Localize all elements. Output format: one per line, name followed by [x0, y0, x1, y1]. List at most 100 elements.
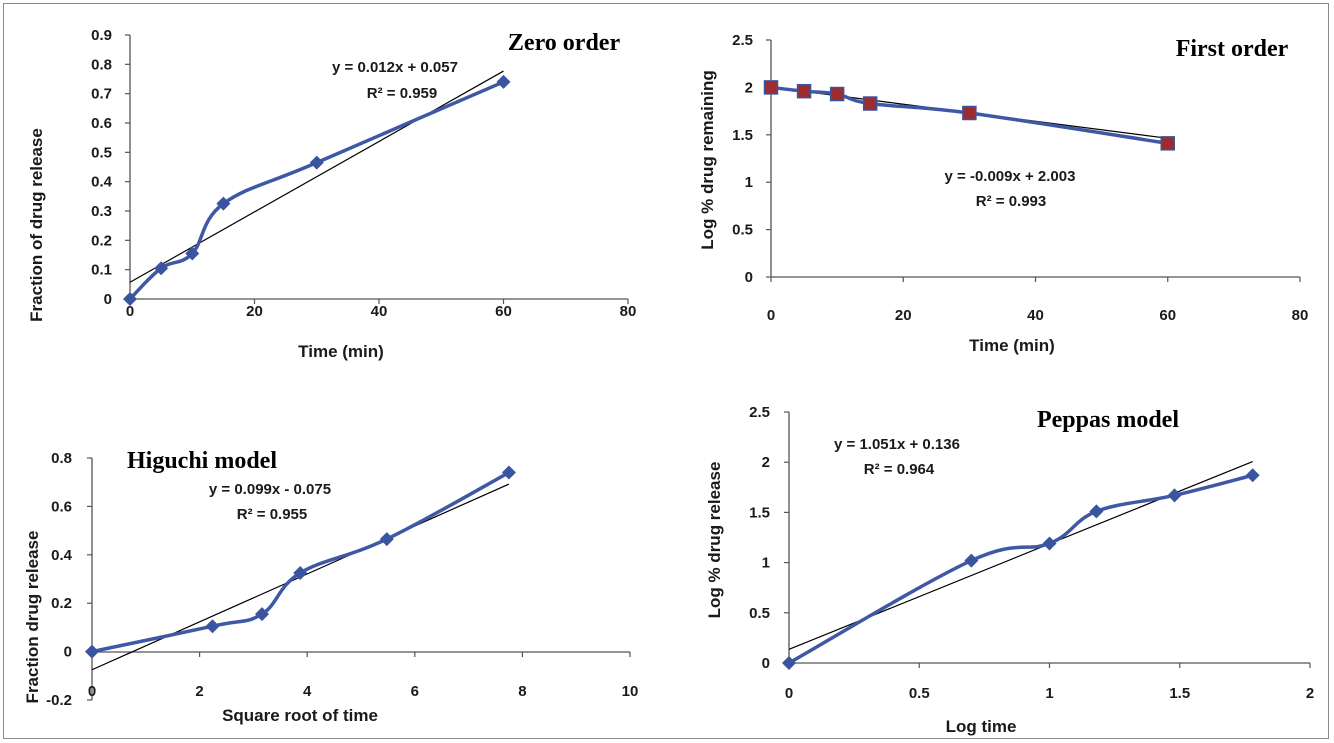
x-tick-label: 4: [303, 683, 312, 700]
series-line: [788, 473, 1254, 665]
chart-title: Peppas model: [1037, 407, 1179, 433]
figure-frame: [3, 3, 1329, 739]
r-squared-label: R² = 0.959: [367, 85, 437, 102]
x-tick-labels: 0 2 4 6 8 10: [88, 652, 638, 700]
data-point: [85, 644, 99, 659]
data-point: [763, 80, 779, 95]
series-markers: [763, 80, 1175, 151]
data-point: [205, 619, 220, 634]
series-markers: [782, 468, 1260, 670]
x-tick-label: 0: [126, 303, 134, 320]
r-squared-label: R² = 0.955: [237, 506, 307, 523]
data-point: [862, 96, 878, 111]
y-tick-label: 0: [745, 269, 753, 286]
x-axis-label: Square root of time: [222, 706, 378, 725]
data-point: [962, 105, 977, 121]
series-markers: [123, 74, 511, 306]
y-axis-label: Log % drug remaining: [698, 70, 717, 249]
data-point: [154, 261, 169, 276]
trendline-equation: y = 0.099x - 0.075: [209, 481, 331, 498]
x-tick-label: 40: [1027, 307, 1044, 324]
y-tick-label: 1.5: [732, 127, 753, 144]
x-tick-label: 40: [371, 303, 388, 320]
chart-title: Zero order: [508, 30, 621, 56]
series-line: [128, 80, 505, 301]
data-point: [829, 86, 845, 102]
x-tick-labels: 0 20 40 60 80: [126, 299, 637, 320]
chart-peppas-model: 0 0.5 1 1.5 2 0 0.5 1 1.5 2 2.5 Peppas model y = …: [705, 404, 1314, 736]
x-tick-label: 60: [1159, 307, 1176, 324]
x-tick-label: 6: [411, 683, 419, 700]
chart-title: First order: [1176, 36, 1289, 62]
y-tick-label: 2: [762, 454, 770, 471]
y-tick-label: 1.5: [749, 504, 770, 521]
x-axis-label: Log time: [946, 717, 1017, 736]
y-tick-label: 0: [104, 291, 112, 308]
x-axis-label: Time (min): [298, 342, 384, 361]
y-tick-labels: 0 0.5 1 1.5 2 2.5: [732, 32, 771, 286]
y-tick-labels: -0.2 0 0.2 0.4 0.6 0.8: [46, 450, 92, 709]
r-squared-label: R² = 0.993: [976, 193, 1046, 210]
data-point: [501, 465, 516, 480]
y-tick-label: 0.2: [91, 232, 112, 249]
x-tick-label: 0: [88, 683, 96, 700]
y-axis-label: Fraction drug release: [23, 531, 42, 704]
y-tick-label: 0.5: [732, 222, 753, 239]
chart-zero-order: 0 20 40 60 80 0 0.1 0.2 0.3 0.4 0.5 0.6 0.7 0.8 0.9 Z…: [27, 27, 636, 361]
y-tick-label: 0.7: [91, 86, 112, 103]
y-tick-labels: 0 0.1 0.2 0.3 0.4 0.5 0.6 0.7 0.8 0.9: [91, 27, 130, 308]
y-tick-label: 2.5: [749, 404, 770, 421]
y-tick-label: 0.4: [51, 547, 73, 564]
x-tick-label: 1.5: [1169, 685, 1190, 702]
y-tick-label: 0.1: [91, 262, 112, 279]
data-point: [379, 532, 394, 547]
chart-title: Higuchi model: [127, 448, 277, 474]
chart-first-order: 0 20 40 60 80 0 0.5 1 1.5 2 2.5 First order y = -…: [698, 32, 1308, 355]
trendline-equation: y = -0.009x + 2.003: [945, 168, 1076, 185]
y-tick-label: 0: [762, 655, 770, 672]
data-point: [496, 74, 511, 89]
y-tick-label: 1: [745, 174, 753, 191]
y-tick-label: 0.6: [91, 115, 112, 132]
data-point: [1089, 504, 1104, 519]
data-point: [185, 246, 200, 261]
series-line: [91, 470, 510, 654]
y-tick-label: 0.5: [749, 605, 770, 622]
data-point: [255, 607, 270, 622]
y-tick-label: 0.4: [91, 174, 113, 191]
x-tick-label: 60: [495, 303, 512, 320]
y-tick-label: 0.9: [91, 27, 112, 44]
y-tick-labels: 0 0.5 1 1.5 2 2.5: [749, 404, 789, 672]
y-tick-label: 0.3: [91, 203, 112, 220]
x-tick-label: 20: [246, 303, 263, 320]
x-tick-label: 20: [895, 307, 912, 324]
chart-higuchi-model: 0 2 4 6 8 10 -0.200.20.40.60.8 Higuchi model …: [23, 448, 638, 725]
x-tick-label: 0: [767, 307, 775, 324]
x-tick-label: 80: [620, 303, 637, 320]
data-point: [123, 292, 137, 306]
y-tick-label: 2.5: [732, 32, 753, 49]
data-point: [216, 196, 231, 211]
data-point: [1167, 488, 1182, 503]
data-point: [964, 553, 979, 568]
data-point: [782, 656, 796, 670]
y-tick-label: 0.5: [91, 144, 112, 161]
y-tick-label: 0.8: [51, 450, 72, 467]
x-tick-label: 0: [785, 685, 793, 702]
x-axis-label: Time (min): [969, 336, 1055, 355]
trendline-equation: y = 1.051x + 0.136: [834, 436, 960, 453]
r-squared-label: R² = 0.964: [864, 461, 935, 478]
data-point: [1245, 468, 1260, 483]
series-markers: [85, 465, 516, 659]
data-point: [309, 155, 324, 170]
y-tick-label: 0.6: [51, 498, 72, 515]
data-point: [293, 565, 308, 580]
trendline-equation: y = 0.012x + 0.057: [332, 59, 458, 76]
y-tick-label: 1: [762, 555, 770, 572]
data-point: [796, 83, 812, 99]
y-tick-label: 2: [745, 79, 753, 96]
x-tick-label: 8: [518, 683, 526, 700]
y-axis-label: Log % drug release: [705, 462, 724, 619]
y-tick-label: 0: [64, 644, 72, 661]
